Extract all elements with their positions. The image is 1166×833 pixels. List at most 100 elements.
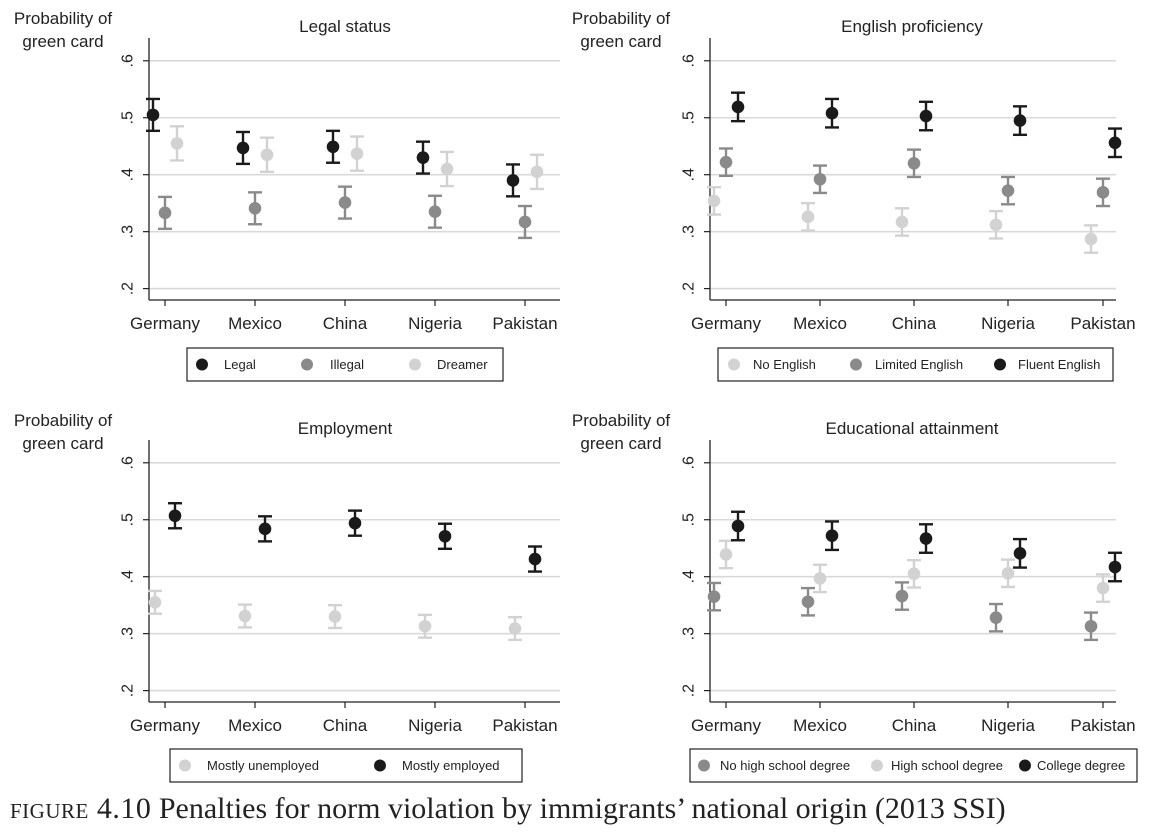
- y-axis-label: Probability of green card: [572, 9, 671, 51]
- data-point-illegal-nigeria: [428, 194, 442, 229]
- legend: Legal Illegal Dreamer: [186, 347, 504, 382]
- y-tick-label: .6: [120, 456, 137, 469]
- chart-panel-legal-status: Legal status Probability of green card .2 .3…: [14, 9, 560, 382]
- data-point-no-high-school-degree-nigeria: [989, 602, 1003, 633]
- legend-label: Dreamer: [437, 357, 488, 372]
- point-marker: [731, 100, 745, 114]
- point-marker: [146, 108, 160, 122]
- legend-marker: [994, 358, 1006, 371]
- data-point-fluent-english-china: [919, 100, 933, 132]
- legend-box: [717, 347, 1114, 382]
- chart-title: Employment: [298, 419, 393, 438]
- x-tick-label: Pakistan: [492, 716, 557, 735]
- legend-item-no-english: No English: [728, 357, 816, 372]
- point-marker: [1108, 560, 1122, 574]
- x-tick-label: Pakistan: [1070, 314, 1135, 333]
- chart-title: English proficiency: [841, 17, 983, 36]
- data-point-no-high-school-degree-germany: [707, 581, 721, 612]
- data-point-mostly-employed-germany: [168, 502, 182, 530]
- legend-label: College degree: [1037, 758, 1125, 773]
- x-tick-label: Nigeria: [981, 716, 1035, 735]
- point-marker: [1084, 619, 1098, 633]
- x-tick-label: Pakistan: [492, 314, 557, 333]
- point-marker: [1096, 581, 1110, 595]
- legend-label: Mostly employed: [402, 758, 500, 773]
- point-marker: [719, 548, 733, 561]
- x-tick-label: China: [892, 314, 937, 333]
- legend-item-mostly-employed: Mostly employed: [374, 758, 500, 773]
- point-marker: [440, 162, 454, 176]
- legend: No high school degree High school degree C…: [689, 748, 1138, 783]
- data-point-dreamer-mexico: [260, 136, 274, 174]
- data-point-legal-mexico: [236, 130, 250, 166]
- y-tick-label: .6: [681, 54, 698, 67]
- y-tick-label: .4: [120, 570, 137, 583]
- point-marker: [326, 140, 340, 154]
- series-college-degree: [731, 510, 1122, 583]
- point-marker: [258, 522, 272, 536]
- legend-item-fluent-english: Fluent English: [994, 357, 1100, 372]
- figure-caption-text: Penalties for norm violation by immigran…: [158, 792, 1006, 825]
- data-point-no-english-nigeria: [989, 209, 1003, 240]
- legend-box: [186, 347, 504, 382]
- y-tick-label: .3: [120, 225, 137, 238]
- data-point-mostly-employed-mexico: [258, 515, 272, 543]
- point-marker: [168, 509, 182, 523]
- y-tick-label: .2: [120, 684, 137, 697]
- data-point-high-school-degree-germany: [719, 539, 733, 570]
- point-marker: [148, 596, 162, 609]
- point-marker: [707, 590, 721, 603]
- legend-marker: [871, 759, 883, 772]
- point-marker: [170, 137, 184, 150]
- data-point-no-english-germany: [707, 186, 721, 216]
- data-point-legal-pakistan: [506, 163, 520, 198]
- legend-item-mostly-unemployed: Mostly unemployed: [179, 758, 319, 773]
- data-point-no-high-school-degree-mexico: [801, 586, 815, 617]
- data-point-no-english-china: [895, 207, 909, 237]
- point-marker: [528, 552, 542, 566]
- data-point-mostly-unemployed-mexico: [238, 603, 252, 629]
- point-marker: [518, 215, 532, 229]
- point-marker: [1108, 136, 1122, 150]
- y-tick-label: .3: [120, 627, 137, 640]
- point-marker: [328, 610, 342, 623]
- point-marker: [508, 622, 522, 635]
- point-marker: [907, 157, 921, 170]
- y-tick-label: .3: [681, 225, 698, 238]
- legend-marker: [374, 759, 386, 772]
- point-marker: [530, 165, 544, 179]
- x-tick-label: Nigeria: [981, 314, 1035, 333]
- legend-marker: [850, 358, 862, 371]
- series-mostly-unemployed: [148, 589, 522, 642]
- point-marker: [719, 155, 733, 169]
- point-marker: [1084, 232, 1098, 246]
- data-point-college-degree-pakistan: [1108, 551, 1122, 583]
- legend-label: No English: [753, 357, 816, 372]
- data-point-no-english-mexico: [801, 201, 815, 232]
- point-marker: [707, 194, 721, 208]
- point-marker: [238, 609, 252, 623]
- point-marker: [416, 151, 430, 164]
- legend-marker: [196, 358, 208, 371]
- point-marker: [989, 218, 1003, 232]
- data-point-college-degree-nigeria: [1013, 537, 1027, 569]
- data-point-illegal-mexico: [248, 191, 262, 226]
- y-tick-label: .5: [681, 111, 698, 124]
- chart-title: Educational attainment: [826, 419, 999, 438]
- chart-panel-educational-attainment: Educational attainment Probability of gree…: [572, 411, 1138, 783]
- point-marker: [438, 529, 452, 543]
- series-illegal: [158, 185, 532, 240]
- y-tick-label: .4: [681, 168, 698, 181]
- legend-box: [689, 748, 1138, 783]
- data-point-legal-germany: [146, 97, 160, 133]
- legend-item-college-degree: College degree: [1019, 758, 1125, 773]
- legend: No English Limited English Fluent English: [717, 347, 1114, 382]
- series-fluent-english: [731, 91, 1122, 159]
- y-tick-label: .4: [681, 570, 698, 583]
- legend-item-no-high-school-degree: No high school degree: [698, 758, 850, 773]
- x-tick-label: China: [323, 314, 368, 333]
- point-marker: [1096, 186, 1110, 199]
- legend-marker: [728, 358, 740, 371]
- legend-item-dreamer: Dreamer: [409, 357, 488, 372]
- data-point-fluent-english-germany: [731, 91, 745, 123]
